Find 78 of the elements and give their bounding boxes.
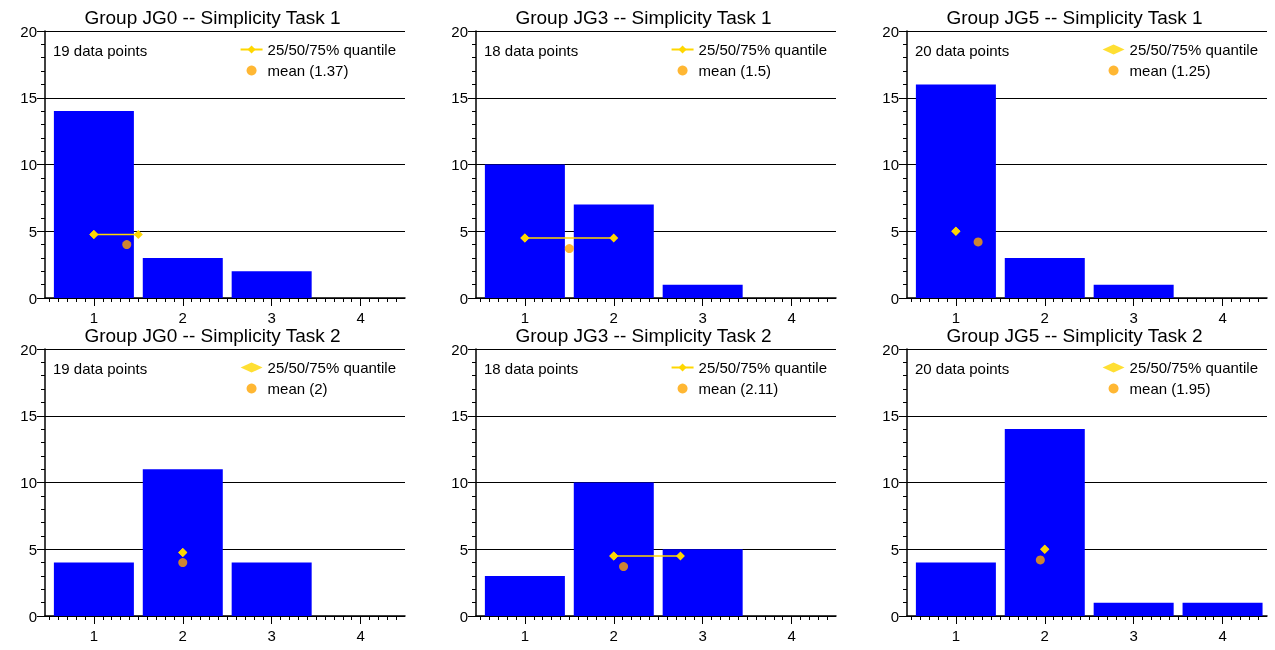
x-tick-label: 2 — [609, 309, 618, 326]
x-tick-label: 1 — [951, 309, 961, 326]
x-tick-label: 3 — [267, 309, 276, 326]
chart-title: Group JG0 -- Simplicity Task 2 — [84, 325, 341, 346]
chart-title: Group JG3 -- Simplicity Task 1 — [515, 7, 772, 28]
y-tick-label: 20 — [451, 22, 468, 40]
y-tick-label: 5 — [28, 540, 37, 558]
y-tick-label: 15 — [882, 407, 899, 425]
x-tick-label: 2 — [178, 309, 187, 326]
y-tick-label: 10 — [451, 156, 468, 173]
x-tick-label: 3 — [698, 309, 707, 326]
y-tick-label: 15 — [882, 89, 899, 107]
y-tick-label: 20 — [20, 22, 37, 40]
legend-label: 25/50/75% quantile — [698, 359, 827, 376]
y-tick-label: 0 — [459, 289, 468, 307]
y-tick-label: 0 — [890, 607, 899, 625]
y-tick-label: 10 — [451, 474, 468, 491]
x-tick-label: 4 — [787, 627, 796, 644]
annotation: 19 data points — [53, 360, 148, 377]
chart-title: Group JG0 -- Simplicity Task 1 — [84, 7, 341, 28]
y-tick-label: 15 — [20, 89, 37, 107]
legend-label: 25/50/75% quantile — [698, 41, 827, 58]
x-tick-label: 1 — [89, 309, 99, 326]
x-tick-label: 2 — [1040, 627, 1049, 644]
legend-label: 25/50/75% quantile — [1129, 359, 1258, 376]
y-tick-label: 20 — [20, 340, 37, 358]
chart-title: Group JG5 -- Simplicity Task 1 — [946, 7, 1203, 28]
y-tick-label: 10 — [20, 156, 37, 173]
y-tick-label: 5 — [890, 222, 899, 240]
legend-label: mean (1.5) — [698, 62, 772, 79]
x-tick-label: 4 — [356, 309, 365, 326]
x-tick-label: 3 — [698, 627, 707, 644]
y-tick-label: 5 — [890, 540, 899, 558]
x-tick-label: 2 — [609, 627, 618, 644]
x-tick-label: 1 — [89, 627, 99, 644]
y-tick-label: 20 — [882, 340, 899, 358]
x-tick-label: 3 — [267, 627, 276, 644]
y-tick-label: 10 — [20, 474, 37, 491]
x-tick-label: 4 — [1218, 627, 1227, 644]
x-tick-label: 1 — [520, 627, 530, 644]
x-tick-label: 4 — [787, 309, 796, 326]
y-tick-label: 0 — [28, 289, 37, 307]
x-tick-label: 1 — [520, 309, 530, 326]
annotation: 20 data points — [915, 360, 1010, 377]
legend-label: mean (1.37) — [267, 62, 349, 79]
y-tick-label: 0 — [459, 607, 468, 625]
legend-label: 25/50/75% quantile — [267, 359, 396, 376]
y-tick-label: 0 — [28, 607, 37, 625]
legend-label: 25/50/75% quantile — [1129, 41, 1258, 58]
x-tick-label: 4 — [356, 627, 365, 644]
y-tick-label: 10 — [882, 474, 899, 491]
legend-label: mean (1.95) — [1129, 380, 1211, 397]
y-tick-label: 10 — [882, 156, 899, 173]
y-tick-label: 5 — [459, 222, 468, 240]
y-tick-label: 15 — [20, 407, 37, 425]
y-tick-label: 5 — [459, 540, 468, 558]
x-tick-label: 2 — [1040, 309, 1049, 326]
x-tick-label: 2 — [178, 627, 187, 644]
annotation: 19 data points — [53, 42, 148, 59]
y-tick-label: 20 — [451, 340, 468, 358]
legend-label: 25/50/75% quantile — [267, 41, 396, 58]
chart-title: Group JG5 -- Simplicity Task 2 — [946, 325, 1203, 346]
legend-label: mean (2.11) — [698, 380, 779, 397]
y-tick-label: 5 — [28, 222, 37, 240]
y-tick-label: 0 — [890, 289, 899, 307]
y-tick-label: 20 — [882, 22, 899, 40]
chart-title: Group JG3 -- Simplicity Task 2 — [515, 325, 772, 346]
y-tick-label: 15 — [451, 89, 468, 107]
x-tick-label: 1 — [951, 627, 961, 644]
y-tick-label: 15 — [451, 407, 468, 425]
legend-label: mean (1.25) — [1129, 62, 1211, 79]
x-tick-label: 3 — [1129, 309, 1138, 326]
annotation: 20 data points — [915, 42, 1010, 59]
legend-label: mean (2) — [267, 380, 328, 397]
annotation: 18 data points — [484, 42, 579, 59]
x-tick-label: 3 — [1129, 627, 1138, 644]
x-tick-label: 4 — [1218, 309, 1227, 326]
annotation: 18 data points — [484, 360, 579, 377]
